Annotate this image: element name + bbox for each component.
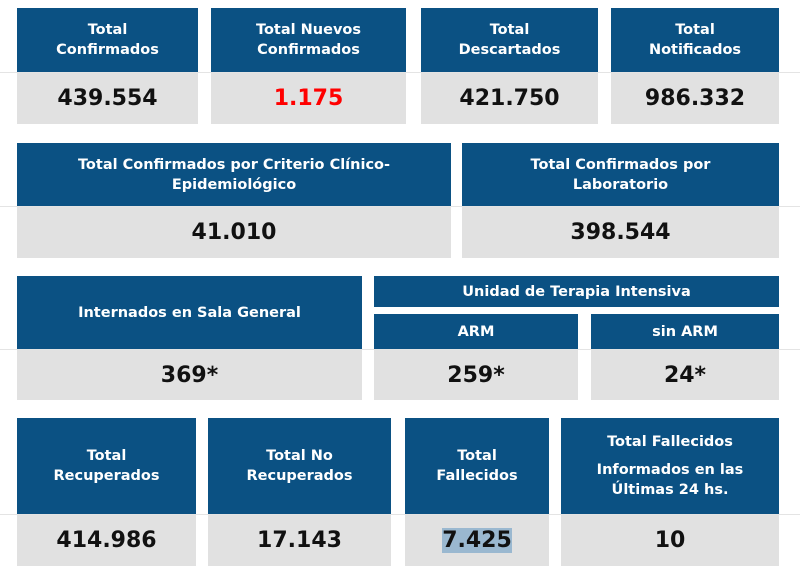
total-no-recuperados-header: Total No Recuperados xyxy=(208,418,391,514)
label: Informados en las xyxy=(596,462,744,478)
label: Últimas 24 hs. xyxy=(611,482,729,498)
label: Total xyxy=(86,448,127,464)
label: Total xyxy=(87,22,128,38)
total-no-recuperados-value: 17.143 xyxy=(208,515,391,566)
label: Recuperados xyxy=(246,468,353,484)
divider xyxy=(0,72,800,73)
total-recuperados-value: 414.986 xyxy=(17,515,196,566)
label: Total No xyxy=(266,448,333,464)
label: ARM xyxy=(457,323,495,340)
arm-value: 259* xyxy=(374,350,578,400)
label: Internados en Sala General xyxy=(78,304,301,321)
confirmados-laboratorio-value: 398.544 xyxy=(462,207,779,258)
fallecidos-24hs-value: 10 xyxy=(561,515,779,566)
selected-text[interactable]: 7.425 xyxy=(442,528,512,553)
total-nuevos-confirmados-value: 1.175 xyxy=(211,73,406,124)
label: sin ARM xyxy=(652,323,718,340)
label: Descartados xyxy=(458,42,561,58)
total-nuevos-confirmados-header: Total Nuevos Confirmados xyxy=(211,8,406,72)
total-descartados-header: Total Descartados xyxy=(421,8,598,72)
divider xyxy=(0,206,800,207)
total-fallecidos-header: Total Fallecidos xyxy=(405,418,549,514)
label: Epidemiológico xyxy=(171,176,297,193)
fallecidos-24hs-header: Total Fallecidos Informados en las Últimas… xyxy=(561,418,779,514)
total-descartados-value: 421.750 xyxy=(421,73,598,124)
sala-general-value: 369* xyxy=(17,350,362,400)
label: Laboratorio xyxy=(572,176,669,193)
total-recuperados-header: Total Recuperados xyxy=(17,418,196,514)
label: Total Confirmados por xyxy=(530,156,711,173)
total-fallecidos-value: 7.425 xyxy=(405,515,549,566)
arm-header: ARM xyxy=(374,314,578,349)
confirmados-clinico-header: Total Confirmados por Criterio Clínico- E… xyxy=(17,143,451,206)
total-notificados-header: Total Notificados xyxy=(611,8,779,72)
label: Total xyxy=(489,22,530,38)
sin-arm-header: sin ARM xyxy=(591,314,779,349)
label: Total xyxy=(675,22,715,38)
total-notificados-value: 986.332 xyxy=(611,73,779,124)
label: Total Confirmados por Criterio Clínico- xyxy=(77,156,391,173)
sin-arm-value: 24* xyxy=(591,350,779,400)
label: Fallecidos xyxy=(436,468,518,484)
label: Unidad de Terapia Intensiva xyxy=(462,283,691,300)
label: Confirmados xyxy=(56,42,159,58)
label: Recuperados xyxy=(53,468,160,484)
sala-general-header: Internados en Sala General xyxy=(17,276,362,349)
divider xyxy=(0,514,800,515)
divider xyxy=(0,349,800,350)
label: Notificados xyxy=(648,42,742,58)
total-confirmados-header: Total Confirmados xyxy=(17,8,198,72)
label: Total Nuevos xyxy=(256,22,361,38)
confirmados-laboratorio-header: Total Confirmados por Laboratorio xyxy=(462,143,779,206)
confirmados-clinico-value: 41.010 xyxy=(17,207,451,258)
label: Confirmados xyxy=(257,42,360,58)
total-confirmados-value: 439.554 xyxy=(17,73,198,124)
uti-title: Unidad de Terapia Intensiva xyxy=(374,276,779,307)
label: Total xyxy=(457,448,497,464)
label: Total Fallecidos xyxy=(607,434,733,450)
